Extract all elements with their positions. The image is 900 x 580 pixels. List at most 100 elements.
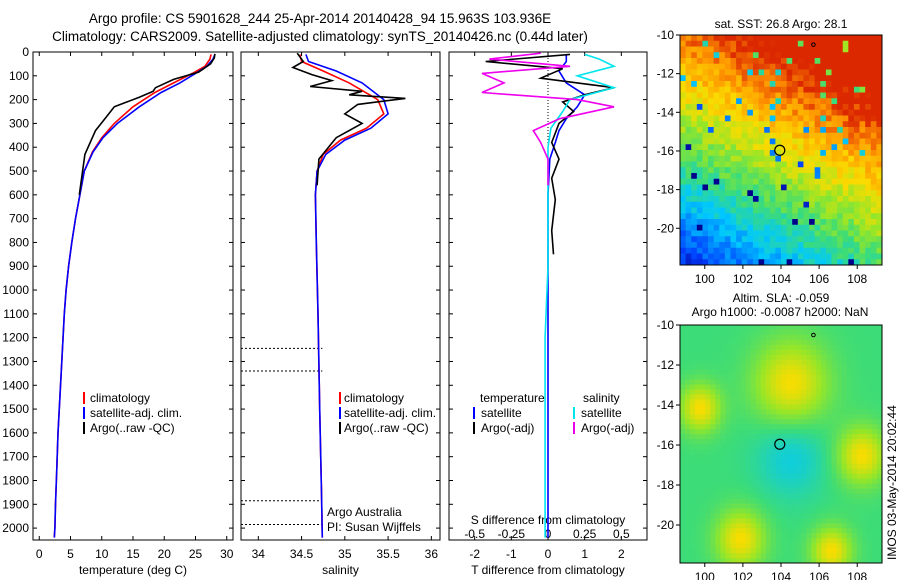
map-cell — [736, 184, 743, 191]
map-cell — [791, 369, 797, 375]
map-cell — [865, 40, 872, 47]
map-cell — [853, 138, 860, 145]
map-cell — [769, 213, 776, 220]
map-cell — [740, 453, 747, 460]
map-cell — [730, 503, 736, 509]
map-cell — [791, 493, 797, 499]
map-cell — [713, 40, 720, 47]
map-cell — [770, 349, 777, 356]
map-cell — [720, 369, 726, 375]
map-cell — [769, 184, 776, 191]
map-cell — [851, 453, 858, 460]
map-cell — [770, 374, 777, 380]
map-cell — [792, 253, 799, 260]
map-cell — [816, 473, 822, 480]
map-cell — [801, 369, 807, 375]
map-cell — [866, 548, 873, 554]
map-cell — [792, 161, 799, 168]
map-cell — [690, 513, 696, 519]
map-cell — [695, 379, 701, 385]
map-cell — [764, 144, 771, 151]
map-cell — [775, 92, 782, 99]
map-cell — [775, 493, 782, 499]
x-tick-label: 34.5 — [290, 547, 314, 561]
map-cell — [690, 503, 696, 509]
map-cell — [870, 63, 877, 70]
map-cell — [821, 374, 827, 380]
map-cell — [841, 468, 848, 475]
map-cell — [696, 98, 703, 105]
map-cell — [837, 207, 844, 214]
map-cell — [796, 498, 802, 504]
map-cell — [725, 458, 731, 465]
map-cell — [730, 344, 736, 351]
map-cell — [836, 488, 842, 494]
map-cell — [781, 344, 787, 351]
map-cell — [735, 364, 741, 371]
map-cell — [870, 109, 877, 116]
map-cell — [792, 58, 799, 65]
map-cell — [797, 63, 804, 70]
map-cell — [685, 458, 691, 465]
map-cell — [736, 242, 743, 249]
map-cell — [859, 144, 866, 151]
map-cell — [719, 81, 726, 88]
x-tick-label: 35 — [338, 547, 352, 561]
map-cell — [814, 58, 821, 65]
map-cell — [848, 184, 855, 191]
map-cell — [695, 518, 701, 524]
map-cell — [705, 523, 711, 529]
map-cell — [730, 150, 737, 157]
map-cell — [853, 35, 860, 42]
map-cell — [747, 247, 754, 254]
map-cell — [680, 58, 687, 65]
map-cell — [866, 523, 873, 529]
map-cell — [755, 389, 762, 395]
map-cell — [730, 374, 736, 380]
map-cell — [831, 138, 838, 145]
map-cell — [841, 448, 848, 455]
map-cell — [769, 81, 776, 88]
map-cell — [871, 349, 878, 356]
map-cell — [741, 132, 748, 139]
map-cell — [853, 52, 860, 59]
map-cell — [758, 213, 765, 220]
map-cell — [870, 236, 877, 243]
map-cell — [690, 478, 696, 485]
map-cell — [826, 434, 832, 440]
map-y-tick-label: -12 — [657, 67, 675, 81]
map-cell — [775, 429, 782, 435]
map-cell — [713, 224, 720, 231]
map-cell — [836, 518, 842, 524]
map-cell — [691, 167, 698, 174]
map-cell — [825, 219, 832, 226]
map-cell — [705, 409, 711, 415]
map-cell — [741, 150, 748, 157]
map-cell — [735, 374, 741, 380]
map-cell — [876, 518, 883, 524]
map-cell — [770, 439, 777, 445]
map-cell — [769, 247, 776, 254]
map-cell — [775, 369, 782, 375]
map-cell — [745, 543, 752, 549]
map-cell — [745, 389, 752, 395]
map-cell — [786, 201, 793, 208]
map-cell — [811, 533, 817, 539]
map-cell — [811, 503, 817, 509]
map-cell — [719, 104, 726, 111]
map-cell — [710, 518, 716, 524]
map-cell — [846, 374, 853, 380]
map-cell — [797, 259, 804, 266]
map-cell — [871, 488, 878, 494]
map-cell — [765, 429, 772, 435]
map-cell — [792, 52, 799, 59]
map-cell — [856, 439, 863, 445]
map-cell — [781, 190, 788, 197]
map-cell — [695, 468, 701, 475]
map-cell — [841, 429, 848, 435]
map-cell — [715, 538, 721, 544]
map-cell — [764, 150, 771, 157]
map-cell — [695, 409, 701, 415]
map-cell — [803, 219, 810, 226]
